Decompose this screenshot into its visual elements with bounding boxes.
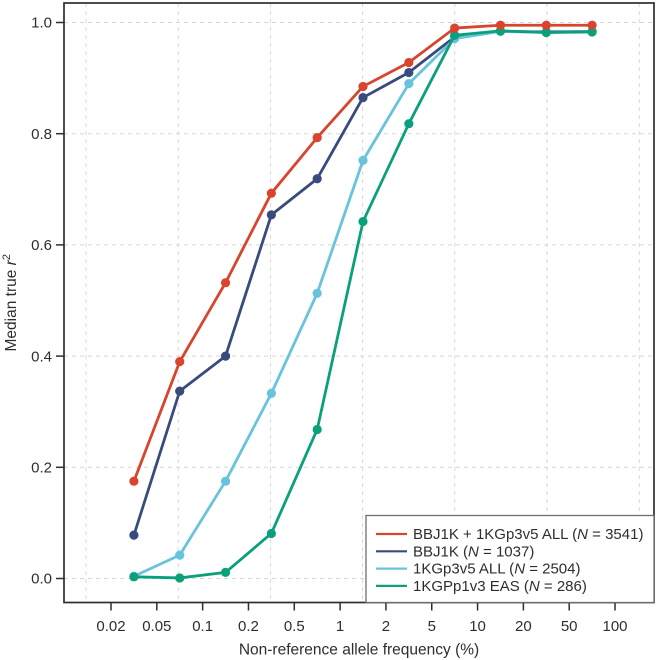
y-tick-label: 0.0	[31, 571, 52, 588]
y-tick-label: 0.6	[31, 237, 52, 254]
y-tick-label: 0.8	[31, 126, 52, 143]
gridlines	[64, 3, 654, 603]
legend-label: BBJ1K (N = 1037)	[413, 543, 534, 560]
series-line	[132, 29, 594, 580]
data-point	[358, 92, 368, 103]
data-point	[220, 351, 231, 361]
legend-label: 1KGPp1v3 EAS (N = 286)	[413, 578, 587, 595]
data-point	[312, 288, 322, 298]
data-point	[404, 67, 414, 78]
data-point	[587, 27, 597, 37]
legend-label: BBJ1K + 1KGp3v5 ALL (N = 3541)	[413, 526, 643, 543]
data-point	[404, 119, 414, 129]
data-point	[358, 81, 368, 92]
data-point	[266, 188, 276, 198]
data-point	[450, 23, 460, 33]
x-tick-label: 5	[428, 618, 436, 635]
data-point	[129, 530, 139, 540]
x-tick-label: 0.05	[142, 618, 171, 635]
data-point	[541, 27, 551, 38]
data-point	[266, 388, 276, 398]
data-point	[495, 20, 506, 30]
legend: BBJ1K + 1KGp3v5 ALL (N = 3541)BBJ1K (N =…	[365, 514, 655, 604]
data-point	[358, 155, 368, 165]
data-point	[129, 572, 139, 582]
x-tick-label: 0.5	[284, 618, 305, 635]
data-point	[220, 476, 231, 486]
series-0	[129, 20, 597, 486]
y-tick-label: 0.2	[31, 460, 52, 477]
y-axis: 0.0 0.2 0.4 0.6 0.8 1.0	[31, 15, 64, 588]
data-point	[312, 424, 322, 435]
data-point	[175, 550, 185, 560]
data-point	[404, 79, 414, 89]
data-point	[541, 20, 551, 30]
data-point	[358, 216, 368, 227]
x-tick-label: 20	[515, 618, 532, 635]
data-point	[312, 174, 322, 184]
x-axis-label: Non-reference allele frequency (%)	[239, 642, 479, 659]
data-point	[220, 567, 231, 577]
data-point	[587, 20, 597, 30]
y-axis-label: Median true r2	[1, 254, 20, 351]
y-tick-label: 1.0	[31, 15, 52, 32]
x-tick-label: 10	[469, 618, 486, 635]
x-tick-label: 0.1	[192, 618, 213, 635]
x-axis: 0.02 0.05 0.1 0.2 0.5 1 2 5 10 20 50 100	[96, 602, 628, 635]
data-point	[312, 132, 322, 143]
data-point	[266, 528, 276, 539]
data-point	[175, 573, 185, 583]
data-point	[129, 476, 139, 486]
data-point	[175, 386, 185, 396]
x-tick-label: 50	[561, 618, 578, 635]
data-point	[450, 30, 460, 40]
data-point	[266, 210, 276, 220]
x-tick-label: 2	[382, 618, 390, 635]
x-tick-label: 1	[336, 618, 344, 635]
y-tick-label: 0.4	[31, 348, 52, 365]
x-tick-label: 0.2	[238, 618, 259, 635]
x-tick-label: 0.02	[96, 618, 125, 635]
legend-box	[365, 514, 655, 604]
data-point	[404, 57, 414, 68]
data-point	[220, 278, 231, 288]
plot-frame	[63, 2, 655, 604]
data-point	[175, 357, 185, 367]
legend-label: 1KGp3v5 ALL (N = 2504)	[413, 561, 581, 578]
x-tick-label: 100	[603, 618, 628, 635]
